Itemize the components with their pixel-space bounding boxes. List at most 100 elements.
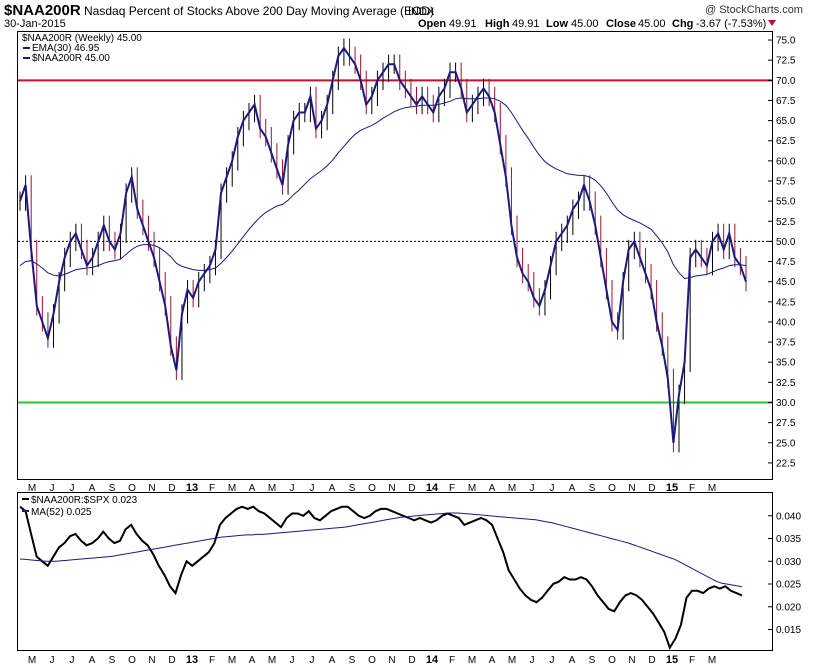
main-y-tick-label: 75.0 [776,36,796,47]
ratio-x-tick-label: M [28,655,36,666]
chart-symbol: $NAA200R [4,2,81,19]
main-x-tick-label: F [689,483,695,494]
legend-entry-ema: EMA(30) 46.95 [32,43,100,54]
main-x-tick-label: A [489,483,496,494]
ma-line [19,512,743,588]
open-label: Open [418,18,446,30]
main-y-tick-label: 72.5 [776,56,796,67]
main-x-tick-label: O [608,483,616,494]
main-y-tick-label: 42.5 [776,297,796,308]
main-x-tick-label: A [569,483,576,494]
main-x-tick-label: J [550,483,555,494]
ratio-x-tick-label: A [89,655,96,666]
ratio-x-tick-label: F [689,655,695,666]
main-series [19,46,747,443]
ratio-x-tick-label: D [408,655,415,666]
ratio-x-tick-label: J [290,655,295,666]
ratio-x-tick-label: S [589,655,596,666]
main-x-tick-label: M [708,483,716,494]
legend-entry-ratio: $NAA200R:$SPX 0.023 [31,495,138,506]
ratio-x-tick-label: J [310,655,315,666]
ratio-x-tick-label: A [329,655,336,666]
main-x-tick-label: M [268,483,276,494]
ohlc-readout: Open 49.91 High 49.91 Low 45.00 Close 45… [418,18,766,30]
ratio-x-tick-label: S [349,655,356,666]
main-x-tick-label: O [128,483,136,494]
ratio-x-tick-label: O [368,655,376,666]
main-x-tick-label: A [249,483,256,494]
ratio-x-tick-label: A [249,655,256,666]
ratio-panel-frame [17,492,773,651]
main-x-tick-label: J [50,483,55,494]
main-y-tick-label: 22.5 [776,458,796,469]
chart-title: Nasdaq Percent of Stocks Above 200 Day M… [84,4,434,18]
main-x-tick-label: N [388,483,395,494]
open-value: 49.91 [449,18,477,30]
main-x-tick-label: N [148,483,155,494]
main-x-tick-label: M [508,483,516,494]
ratio-x-tick-label: M [508,655,516,666]
legend-entry-price: $NAA200R 45.00 [32,53,110,64]
legend-entry-ma: MA(52) 0.025 [31,507,92,518]
main-y-tick-label: 55.0 [776,197,796,208]
main-x-tick-label: S [109,483,116,494]
ratio-x-tick-label: J [50,655,55,666]
ratio-x-axis: M J J A S O N D 13 F M A M J J A S O N D 14 F M A M J J A S O N D 15 F M [28,654,716,666]
main-y-axis: 75.0 72.5 70.0 67.5 65.0 62.5 60.0 57.5 55.0 52.5… [768,36,796,469]
main-y-tick-label: 45.0 [776,277,796,288]
chg-value: -3.67 (-7.53%) [696,18,766,30]
ratio-x-tick-label: N [388,655,395,666]
main-x-tick-label: A [89,483,96,494]
main-x-tick-label: J [310,483,315,494]
ratio-x-tick-label: J [550,655,555,666]
ratio-x-tick-label: M [268,655,276,666]
ratio-x-tick-label: J [70,655,75,666]
main-y-tick-label: 25.0 [776,438,796,449]
main-y-tick-label: 27.5 [776,418,796,429]
main-y-tick-label: 40.0 [776,317,796,328]
ratio-x-tick-label: F [449,655,455,666]
main-x-tick-label: 15 [666,482,678,494]
ratio-x-tick-label: 15 [666,654,678,666]
main-x-tick-label: F [449,483,455,494]
ratio-x-tick-label: N [628,655,635,666]
reference-lines [18,79,772,404]
main-y-tick-label: 30.0 [776,398,796,409]
ratio-x-tick-label: M [708,655,716,666]
dropdown-triangle-icon[interactable] [768,20,776,26]
price-bars [19,38,747,453]
ratio-y-tick-label: 0.020 [776,602,801,613]
main-x-tick-label: J [530,483,535,494]
ratio-x-tick-label: S [109,655,116,666]
main-x-tick-label: J [70,483,75,494]
main-x-tick-label: M [228,483,236,494]
ratio-y-axis: 0.040 0.035 0.030 0.025 0.020 0.015 [768,511,801,636]
main-x-tick-label: 13 [186,482,198,494]
ratio-y-tick-label: 0.030 [776,557,801,568]
main-y-tick-label: 62.5 [776,136,796,147]
main-x-tick-label: D [648,483,655,494]
main-x-tick-label: D [408,483,415,494]
exchange-label: INDX [408,6,435,18]
main-x-tick-label: S [349,483,356,494]
ratio-x-tick-label: N [148,655,155,666]
price-line [19,46,747,443]
main-y-tick-label: 65.0 [776,116,796,127]
main-x-tick-label: 14 [426,482,439,494]
ratio-y-tick-label: 0.040 [776,511,801,522]
main-x-tick-label: N [628,483,635,494]
main-x-tick-label: M [468,483,476,494]
main-x-tick-label: S [589,483,596,494]
ratio-legend: $NAA200R:$SPX 0.023 MA(52) 0.025 [22,495,138,518]
close-label: Close [606,18,636,30]
ratio-x-tick-label: A [569,655,576,666]
main-x-tick-label: F [209,483,215,494]
ratio-x-tick-label: 14 [426,654,439,666]
main-y-tick-label: 47.5 [776,257,796,268]
main-x-tick-label: J [290,483,295,494]
ratio-x-tick-label: O [608,655,616,666]
main-y-tick-label: 50.0 [776,237,796,248]
main-y-tick-label: 70.0 [776,76,796,87]
main-x-axis: M J J A S O N D 13 F M A M J J A S O N D 14 F M A M J J A S O N D 15 F M [28,482,716,494]
